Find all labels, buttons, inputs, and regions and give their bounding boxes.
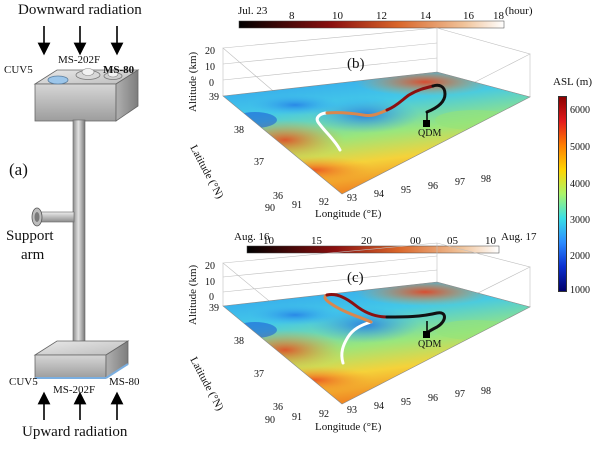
asl-colorbar	[558, 96, 567, 292]
longitude-label-c: Longitude (°E)	[315, 421, 382, 433]
map-panel-c: Aug. 16 Aug. 17 10 15 20 00 05 10 (c) QD…	[175, 225, 600, 451]
lon-tick-c-6: 96	[428, 393, 438, 404]
lon-tick-b-7: 97	[455, 177, 465, 188]
time-colorbar-c	[246, 245, 500, 254]
asl-tick-3: 3000	[570, 215, 590, 226]
panel-a-label: (a)	[9, 160, 28, 179]
alt-tick-b-0: 20	[205, 46, 215, 57]
lon-tick-c-2: 92	[319, 409, 329, 420]
mast-pole	[72, 119, 86, 343]
alt-tick-c-2: 0	[209, 292, 214, 303]
lon-tick-c-3: 93	[347, 405, 357, 416]
lat-tick-c-2: 37	[254, 369, 264, 380]
time-tick-c-3: 00	[410, 235, 421, 247]
map-c-svg	[222, 242, 531, 405]
qdm-station-marker-b	[423, 120, 430, 127]
lat-tick-c-0: 39	[209, 303, 219, 314]
top-cuv5-label: CUV5	[4, 64, 33, 76]
instrument-drawing	[31, 26, 140, 420]
alt-tick-b-1: 10	[205, 62, 215, 73]
lon-tick-c-4: 94	[374, 401, 384, 412]
station-label-c: QDM	[418, 339, 442, 350]
bottom-cuv5-label: CUV5	[9, 376, 38, 388]
lat-tick-b-3: 36	[273, 191, 283, 202]
time-tick-c-4: 05	[447, 235, 458, 247]
lon-tick-c-0: 90	[265, 415, 275, 426]
time-tick-b-0: 8	[289, 10, 295, 22]
lon-tick-c-5: 95	[401, 397, 411, 408]
asl-tick-2: 4000	[570, 179, 590, 190]
support-label: Support	[6, 228, 54, 244]
lon-tick-b-0: 90	[265, 203, 275, 214]
bottom-ms202f-label: MS-202F	[53, 384, 96, 396]
support-arm-drawing	[31, 207, 75, 227]
lon-tick-b-2: 92	[319, 197, 329, 208]
lat-tick-c-1: 38	[234, 336, 244, 347]
lon-tick-c-8: 98	[481, 386, 491, 397]
alt-tick-c-0: 20	[205, 261, 215, 272]
longitude-label-b: Longitude (°E)	[315, 208, 382, 220]
lon-tick-b-6: 96	[428, 181, 438, 192]
lat-tick-c-3: 36	[273, 402, 283, 413]
bottom-sensor-box	[33, 340, 130, 379]
arm-label: arm	[21, 247, 45, 263]
lon-tick-b-3: 93	[347, 193, 357, 204]
asl-colorbar-title: ASL (m)	[553, 76, 593, 88]
qdm-station-marker-c	[423, 331, 430, 338]
date-left-c: Aug. 16	[234, 231, 270, 243]
asl-tick-4: 2000	[570, 251, 590, 262]
time-colorbar-b	[238, 20, 505, 29]
downward-arrows	[37, 26, 124, 56]
map-panel-b: Jul. 23 (hour) 8 10 12 14 16 18 (b) QDM …	[175, 0, 600, 225]
time-tick-c-5: 10	[485, 235, 496, 247]
asl-tick-1: 5000	[570, 142, 590, 153]
lat-tick-b-2: 37	[254, 157, 264, 168]
time-tick-c-1: 15	[311, 235, 322, 247]
lat-tick-b-0: 39	[209, 92, 219, 103]
time-tick-c-2: 20	[361, 235, 372, 247]
lon-tick-b-5: 95	[401, 185, 411, 196]
time-tick-b-1: 10	[332, 10, 343, 22]
top-ms202f-label: MS-202F	[58, 54, 101, 66]
upward-arrows	[37, 391, 124, 420]
map-b-svg	[222, 20, 531, 195]
top-ms80-label: MS-80	[103, 64, 135, 76]
altitude-label-b: Altitude (km)	[187, 51, 199, 112]
lon-tick-c-7: 97	[455, 389, 465, 400]
asl-tick-5: 1000	[570, 285, 590, 296]
top-sensor-box	[33, 68, 140, 122]
time-tick-b-3: 14	[420, 10, 431, 22]
downward-radiation-label: Downward radiation	[18, 2, 142, 18]
cuv5-sensor-icon	[47, 75, 69, 85]
date-right-c: Aug. 17	[501, 231, 537, 243]
panel-b-label: (b)	[347, 56, 365, 72]
altitude-label-c: Altitude (km)	[187, 264, 199, 325]
lat-tick-b-1: 38	[234, 125, 244, 136]
time-tick-c-0: 10	[263, 235, 274, 247]
panel-c-label: (c)	[347, 270, 364, 286]
date-left-b: Jul. 23	[238, 5, 268, 17]
alt-tick-b-2: 0	[209, 78, 214, 89]
time-unit-b: (hour)	[505, 5, 533, 17]
lon-tick-b-4: 94	[374, 189, 384, 200]
trajectory-c	[323, 293, 446, 365]
instrument-panel: Downward radiation CUV5 MS-202F MS-80 (a…	[0, 0, 175, 451]
asl-tick-0: 6000	[570, 105, 590, 116]
lon-tick-b-8: 98	[481, 174, 491, 185]
station-label-b: QDM	[418, 128, 442, 139]
lon-tick-c-1: 91	[292, 412, 302, 423]
time-tick-b-5: 18	[493, 10, 504, 22]
time-tick-b-4: 16	[463, 10, 474, 22]
trajectory-b	[315, 83, 447, 152]
lon-tick-b-1: 91	[292, 200, 302, 211]
bottom-ms80-label: MS-80	[109, 376, 140, 388]
time-tick-b-2: 12	[376, 10, 387, 22]
upward-radiation-label: Upward radiation	[22, 424, 128, 440]
alt-tick-c-1: 10	[205, 277, 215, 288]
